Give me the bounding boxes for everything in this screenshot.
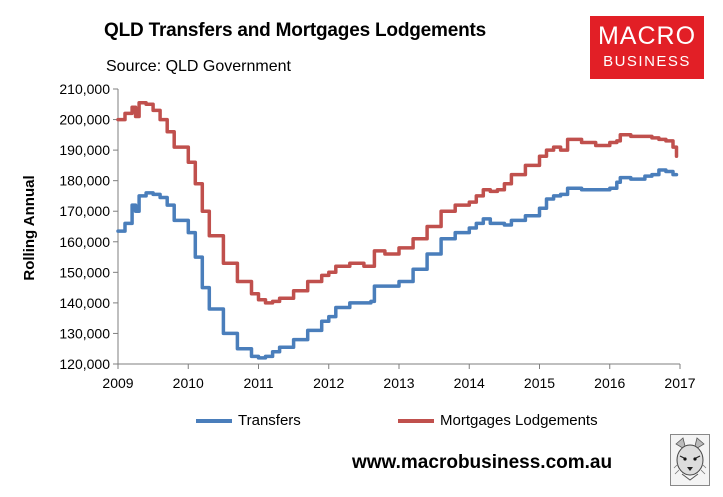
y-axis-label: Rolling Annual — [21, 175, 38, 280]
x-tick-label: 2009 — [102, 375, 133, 391]
macrobusiness-logo: MACRO BUSINESS — [590, 16, 704, 79]
legend-item: Transfers — [196, 412, 301, 429]
x-axis-ticks: 2009 2010 2011 2012 2013 2014 2015 2016 2017 — [102, 364, 696, 391]
logo-line-1: MACRO — [597, 22, 697, 50]
x-tick-label: 2010 — [173, 375, 204, 391]
chart-axes — [117, 89, 680, 365]
legend-item: Mortgages Lodgements — [398, 412, 598, 429]
legend-label: Transfers — [238, 412, 301, 429]
y-tick-label: 200,000 — [59, 112, 110, 128]
y-tick-label: 160,000 — [59, 234, 110, 250]
chart-title: QLD Transfers and Mortgages Lodgements — [104, 20, 486, 41]
y-tick-label: 120,000 — [59, 356, 110, 372]
x-tick-label: 2011 — [243, 375, 273, 391]
chart-legend: Transfers Mortgages Lodgements — [0, 412, 723, 432]
footer-url: www.macrobusiness.com.au — [352, 452, 613, 473]
y-tick-label: 130,000 — [59, 325, 110, 341]
logo-line-2: BUSINESS — [603, 53, 691, 70]
legend-swatch — [196, 418, 232, 423]
series-lines — [116, 101, 679, 360]
y-tick-label: 170,000 — [59, 203, 110, 219]
y-axis-ticks: 120,000 130,000 140,000 150,000 160,000 170,0… — [59, 81, 118, 372]
x-tick-label: 2017 — [664, 375, 695, 391]
wolf-mascot-icon — [670, 434, 710, 486]
y-tick-label: 180,000 — [59, 173, 110, 189]
y-tick-label: 140,000 — [59, 295, 110, 311]
legend-swatch — [398, 418, 434, 423]
y-tick-label: 210,000 — [59, 81, 110, 97]
chart-subtitle: Source: QLD Government — [106, 58, 291, 75]
x-tick-label: 2012 — [313, 375, 344, 391]
legend-label: Mortgages Lodgements — [440, 412, 598, 429]
x-tick-label: 2014 — [454, 375, 485, 391]
series-line-transfers — [116, 168, 679, 360]
x-tick-label: 2013 — [383, 375, 414, 391]
y-tick-label: 150,000 — [59, 264, 110, 280]
x-tick-label: 2015 — [524, 375, 555, 391]
y-tick-label: 190,000 — [59, 142, 110, 158]
x-tick-label: 2016 — [594, 375, 625, 391]
series-line-mortgages-lodgements — [116, 101, 679, 305]
